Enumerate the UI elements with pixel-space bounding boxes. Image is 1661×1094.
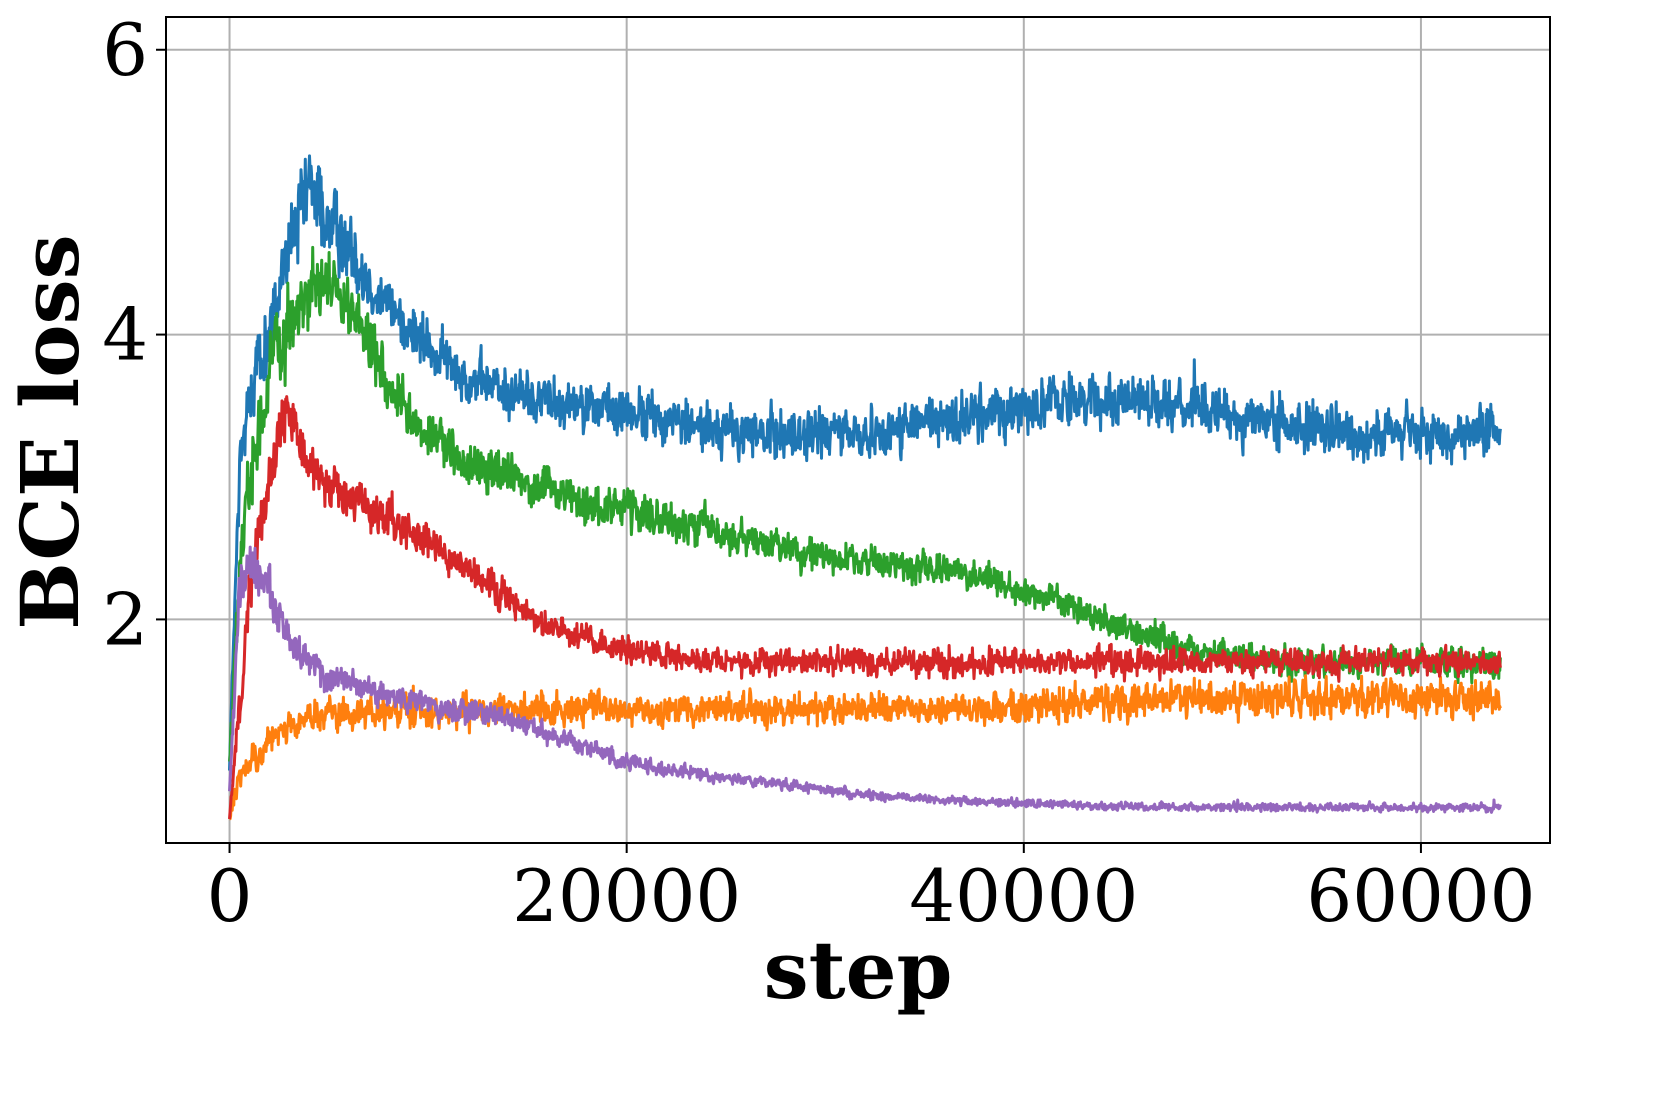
x-tick-label: 40000: [909, 854, 1138, 938]
grid-lines: [166, 17, 1550, 843]
series-line-5: [228, 545, 1502, 814]
series-line-4: [228, 395, 1502, 820]
series-lines: [228, 154, 1502, 821]
x-tick-labels: 0 20000 40000 60000: [207, 854, 1536, 938]
tick-marks: [156, 48, 1422, 853]
y-tick-label: 2: [102, 577, 148, 661]
y-tick-labels: 2 4 6: [102, 8, 148, 662]
x-axis-title: step: [764, 923, 953, 1017]
y-axis-title: BCE loss: [3, 234, 97, 629]
series-line-1: [228, 154, 1502, 771]
y-tick-label: 6: [102, 8, 148, 92]
series-line-2: [228, 245, 1502, 762]
plot-frame: [165, 16, 1551, 844]
x-tick-label: 60000: [1306, 854, 1535, 938]
y-tick-label: 4: [102, 293, 148, 377]
x-tick-label: 0: [207, 854, 253, 938]
x-tick-label: 20000: [512, 854, 741, 938]
